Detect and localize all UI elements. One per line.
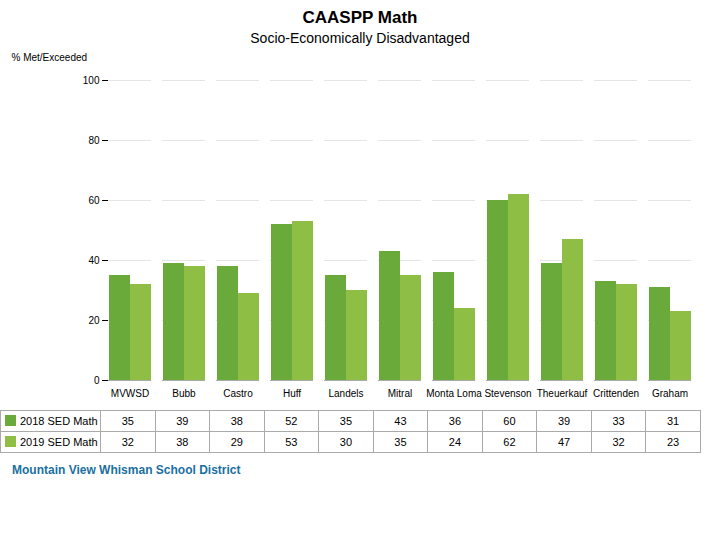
html-text:23: 23	[667, 436, 680, 448]
html-text:32: 32	[121, 436, 134, 448]
html-text:35: 35	[121, 415, 134, 427]
svg-text:Stevenson: Stevenson	[484, 388, 531, 399]
html-text:35: 35	[339, 415, 352, 427]
html-text:38: 38	[230, 415, 243, 427]
html-text:38: 38	[176, 436, 189, 448]
svg-text:60: 60	[88, 195, 100, 206]
svg-text:Castro: Castro	[223, 388, 253, 399]
html-text:39: 39	[557, 415, 571, 427]
html-text:35: 35	[394, 436, 407, 448]
html-text:2019 SED Math: 2019 SED Math	[20, 436, 98, 448]
svg-text:Crittenden: Crittenden	[593, 388, 639, 399]
svg-text:80: 80	[88, 135, 100, 146]
html-text:2018 SED Math: 2018 SED Math	[20, 415, 98, 427]
svg-text:Huff: Huff	[283, 388, 301, 399]
svg-text:Monta Loma: Monta Loma	[426, 388, 482, 399]
html-text:30: 30	[339, 436, 352, 448]
svg-text:MVWSD: MVWSD	[111, 388, 149, 399]
html-text:60: 60	[503, 415, 516, 427]
svg-text:% Met/Exceeded: % Met/Exceeded	[12, 52, 88, 63]
svg-text:Graham: Graham	[652, 388, 688, 399]
html-text:53: 53	[285, 436, 298, 448]
html-text:39: 39	[176, 415, 189, 427]
svg-text:100: 100	[83, 75, 100, 86]
svg-text:Mitral: Mitral	[388, 388, 412, 399]
html-text:47: 47	[557, 436, 571, 448]
html-text:62: 62	[503, 436, 516, 448]
svg-text:40: 40	[88, 255, 100, 266]
html-text:52: 52	[285, 415, 298, 427]
html-text:36: 36	[448, 415, 462, 427]
html-text:24: 24	[448, 436, 462, 448]
html-text:43: 43	[394, 415, 407, 427]
svg-text:Bubb: Bubb	[172, 388, 196, 399]
svg-text:0: 0	[94, 375, 100, 386]
html-text:Socio-Economically Disadvantag: Socio-Economically Disadvantaged	[250, 30, 470, 46]
svg-text:Theuerkauf: Theuerkauf	[537, 388, 588, 399]
svg-text:Landels: Landels	[328, 388, 363, 399]
html-text:CAASPP Math: CAASPP Math	[302, 8, 418, 27]
html-text:31: 31	[667, 415, 680, 427]
html-text:Mountain View Whisman School D: Mountain View Whisman School District	[12, 463, 241, 477]
html-text:33: 33	[612, 415, 625, 427]
html-text:32: 32	[612, 436, 625, 448]
svg-text:20: 20	[88, 315, 100, 326]
html-text:29: 29	[230, 436, 243, 448]
